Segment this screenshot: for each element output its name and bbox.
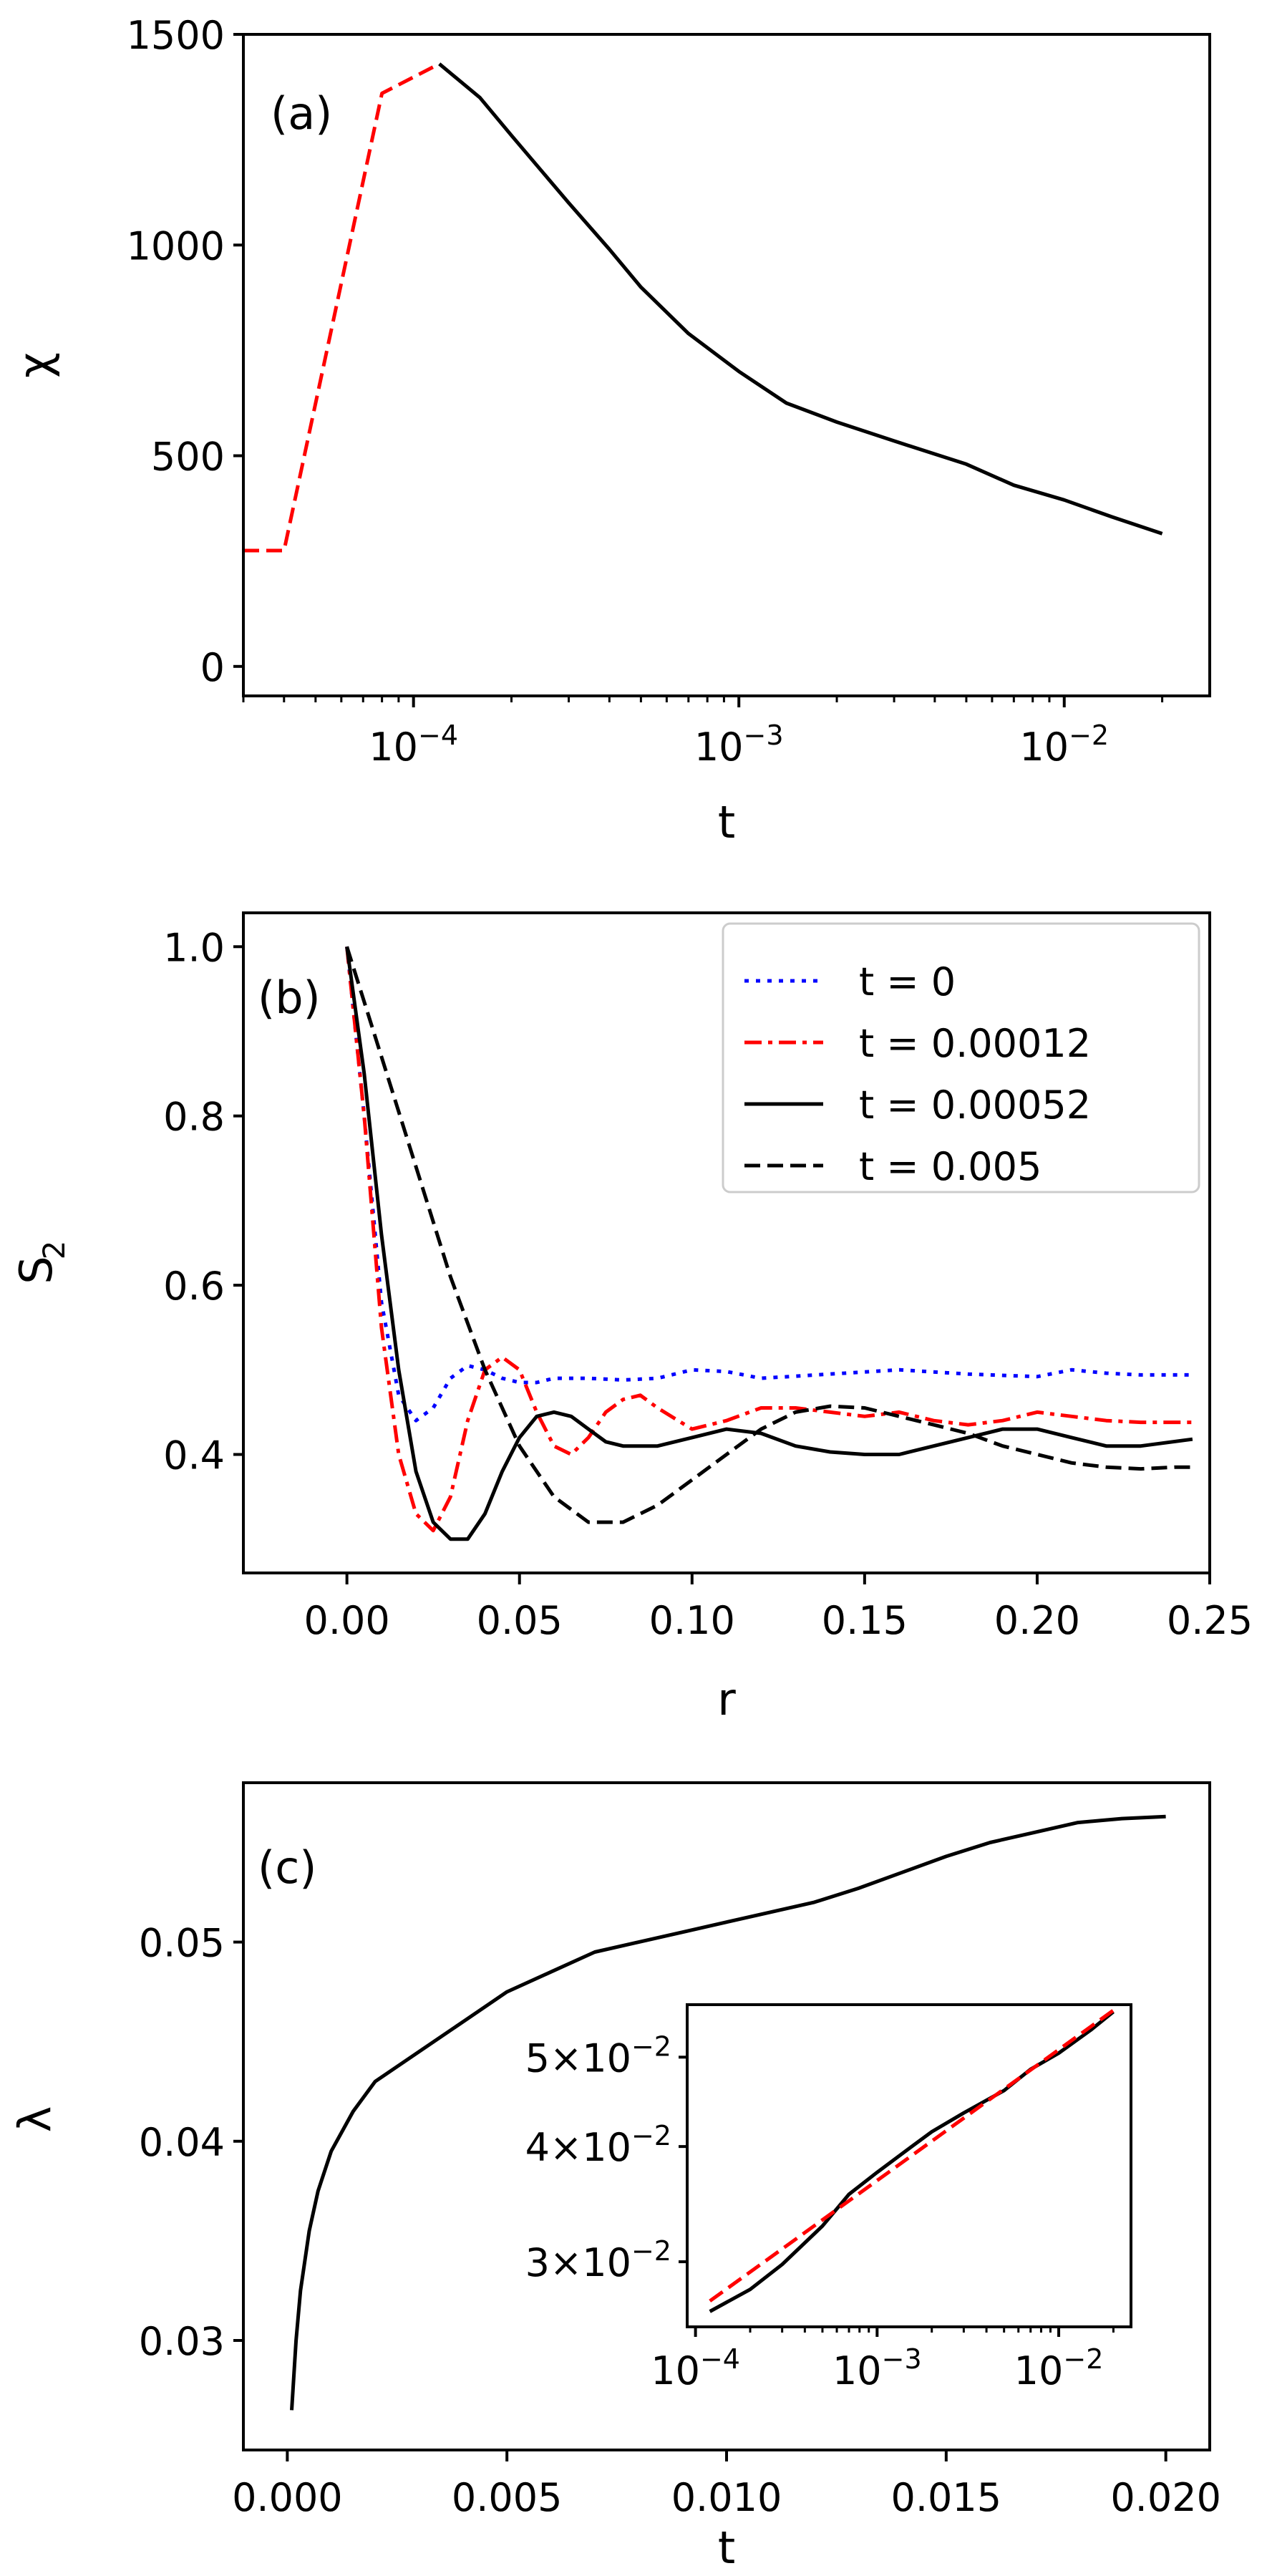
a-ytick-label: 0 bbox=[200, 645, 225, 690]
c-xtick-label: 0.010 bbox=[671, 2475, 782, 2520]
b-legend-label: t = 0.005 bbox=[859, 1144, 1042, 1189]
b-xtick-label: 0.20 bbox=[994, 1598, 1080, 1643]
b-ytick-label: 0.6 bbox=[163, 1264, 225, 1309]
a-panel-label: (a) bbox=[271, 87, 332, 140]
b-ytick-label: 0.8 bbox=[163, 1095, 225, 1140]
b-axes-ticks: 0.4 0.6 0.8 1.0 0.00 0.05 0.10 0.15 0.20 0.25 bbox=[163, 925, 1253, 1643]
b-ylabel-sub: 2 bbox=[37, 1241, 72, 1260]
c-ylabel: λ bbox=[9, 2106, 61, 2133]
c-inset-background bbox=[687, 2005, 1131, 2327]
a-axes-ticks: 0 500 1000 1500 10−4 10−3 10−2 bbox=[127, 13, 1164, 770]
b-panel-label: (b) bbox=[258, 972, 321, 1024]
c-inset: 10−4 10−3 10−2 3×10−2 4×10−2 5×10−2 bbox=[525, 2003, 1132, 2393]
a-ytick-label: 1000 bbox=[127, 223, 225, 268]
c-inset-series-fit bbox=[709, 2008, 1115, 2303]
b-legend-box bbox=[722, 922, 1200, 1193]
b-series-t-0-00012 bbox=[345, 946, 1193, 1533]
panel-a: 0 500 1000 1500 10−4 10−3 10−2 (a) t χ bbox=[9, 13, 1211, 848]
c-axes-ticks: 0.03 0.04 0.05 0.000 0.005 0.010 0.015 0.020 bbox=[139, 1921, 1221, 2520]
b-legend-label: t = 0 bbox=[859, 959, 956, 1004]
b-xtick-label: 0.25 bbox=[1167, 1598, 1253, 1643]
b-xtick-label: 0.00 bbox=[304, 1598, 390, 1643]
b-xtick-label: 0.05 bbox=[477, 1598, 563, 1643]
a-ylabel: χ bbox=[9, 352, 61, 378]
c-inset-xtick-label: 10−4 bbox=[651, 2343, 740, 2393]
panel-c: 0.03 0.04 0.05 0.000 0.005 0.010 0.015 0.020 (c… bbox=[9, 1781, 1221, 2574]
c-series--t- bbox=[290, 1814, 1166, 2411]
c-inset-xtick-label: 10−2 bbox=[1014, 2343, 1104, 2393]
b-series-lines bbox=[345, 946, 1193, 1541]
a-series-lines bbox=[243, 62, 1163, 553]
c-inset-series-lines bbox=[709, 2008, 1115, 2313]
a-ytick-label: 1500 bbox=[127, 13, 225, 58]
b-ytick-label: 1.0 bbox=[163, 925, 225, 970]
c-inset-ytick-label: 5×10−2 bbox=[525, 2030, 671, 2081]
b-plot-frame bbox=[242, 911, 1211, 1574]
b-series-t-0-005 bbox=[345, 946, 1193, 1524]
b-xlabel: r bbox=[717, 1673, 736, 1725]
a-xtick-label: 10−4 bbox=[369, 720, 458, 770]
a-xtick-label: 10−2 bbox=[1019, 720, 1109, 770]
b-ytick-label: 0.4 bbox=[163, 1433, 225, 1478]
b-series-t-0-00052 bbox=[345, 946, 1193, 1541]
panel-b: 0.4 0.6 0.8 1.0 0.00 0.05 0.10 0.15 0.20 0.25 (b)… bbox=[10, 911, 1253, 1725]
c-ytick-label: 0.04 bbox=[139, 2120, 225, 2165]
b-xtick-label: 0.15 bbox=[822, 1598, 908, 1643]
b-xtick-label: 0.10 bbox=[649, 1598, 735, 1643]
c-xtick-label: 0.000 bbox=[232, 2475, 343, 2520]
c-plot-frame bbox=[242, 1781, 1211, 2451]
c-inset-ytick-label: 3×10−2 bbox=[525, 2235, 671, 2285]
c-series-lines bbox=[290, 1814, 1166, 2411]
a-xlabel: t bbox=[718, 796, 735, 848]
b-series-t-0 bbox=[345, 946, 1193, 1423]
a-xtick-label: 10−3 bbox=[694, 720, 784, 770]
b-ylabel-main: S bbox=[10, 1256, 62, 1284]
b-ylabel: S 2 bbox=[10, 1241, 72, 1284]
c-ytick-label: 0.05 bbox=[139, 1921, 225, 1966]
c-xtick-label: 0.005 bbox=[452, 2475, 563, 2520]
c-inset-series-data bbox=[709, 2010, 1115, 2313]
c-inset-xtick-label: 10−3 bbox=[832, 2343, 922, 2393]
a-series-early bbox=[243, 62, 440, 553]
a-plot-frame bbox=[242, 33, 1211, 697]
b-legend: t = 0 t = 0.00012 t = 0.00052 t = 0.005 bbox=[722, 922, 1200, 1193]
c-inset-frame bbox=[686, 2003, 1132, 2328]
a-series-late bbox=[438, 62, 1163, 536]
c-xlabel: t bbox=[718, 2522, 735, 2574]
c-panel-label: (c) bbox=[258, 1841, 316, 1894]
c-xtick-label: 0.015 bbox=[891, 2475, 1002, 2520]
c-inset-axes-ticks: 10−4 10−3 10−2 3×10−2 4×10−2 5×10−2 bbox=[525, 2030, 1115, 2393]
b-legend-label: t = 0.00052 bbox=[859, 1083, 1091, 1128]
c-ytick-label: 0.03 bbox=[139, 2319, 225, 2364]
c-xtick-label: 0.020 bbox=[1110, 2475, 1221, 2520]
c-inset-ytick-label: 4×10−2 bbox=[525, 2120, 671, 2170]
b-legend-label: t = 0.00012 bbox=[859, 1021, 1091, 1066]
a-ytick-label: 500 bbox=[151, 435, 225, 480]
